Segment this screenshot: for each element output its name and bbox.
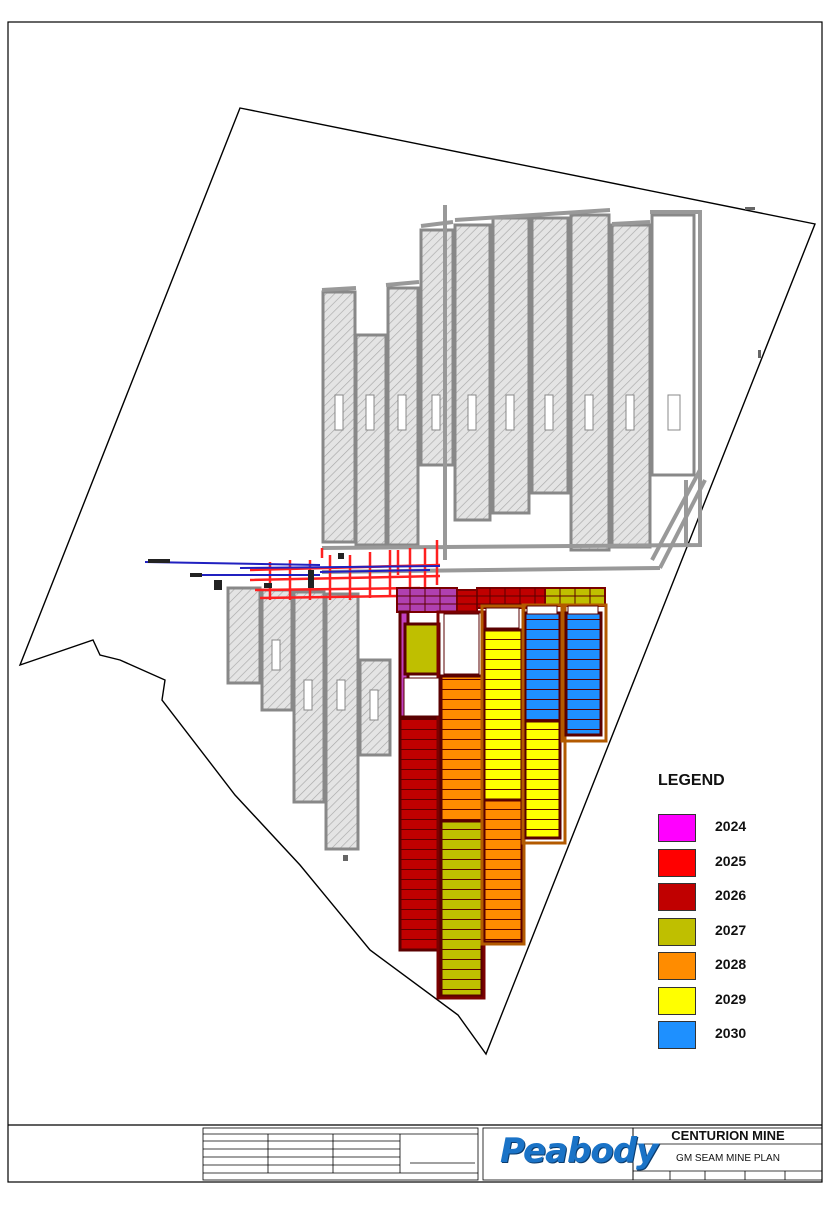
legend-title: LEGEND (658, 772, 725, 789)
panel-gray (491, 216, 531, 515)
legend-item-2024: 2024 (658, 814, 818, 842)
legend-swatch (658, 849, 696, 877)
development-roadways-blue (144, 561, 441, 576)
legend-item-2025: 2025 (658, 849, 818, 877)
panel-gray (354, 333, 388, 547)
legend-swatch (658, 814, 696, 842)
panel-gray (569, 213, 611, 552)
panel-gray (226, 586, 262, 685)
lease-boundary (18, 107, 816, 1056)
legend-label: 2027 (715, 922, 747, 938)
panel-labels (334, 394, 681, 431)
main-headings-gray (321, 205, 707, 574)
legend-item-2027: 2027 (658, 918, 818, 946)
panel-gray (650, 213, 696, 477)
title-box (632, 1127, 823, 1181)
panel-gray (453, 223, 492, 522)
scheduled-panels (398, 603, 608, 1000)
panel-gray (610, 223, 652, 549)
plan-name: GM SEAM MINE PLAN (676, 1153, 780, 1164)
historic-workings-south (226, 586, 392, 851)
historic-workings-north (321, 213, 696, 552)
legend-swatch (658, 883, 696, 911)
infrastructure-markers (148, 553, 344, 590)
legend-item-2028: 2028 (658, 952, 818, 980)
panel-2027 (403, 622, 441, 676)
panel-labels-south (271, 639, 379, 721)
panel-gray (324, 592, 360, 851)
legend-label: 2029 (715, 991, 747, 1007)
drawing-border (7, 21, 823, 1183)
legend-label: 2028 (715, 956, 747, 972)
peabody-logo: Peabody (500, 1131, 658, 1171)
mine-name: CENTURION MINE (671, 1128, 785, 1143)
panel-blank-cells (403, 605, 599, 717)
boundary-annotations (343, 207, 761, 861)
legend-item-2029: 2029 (658, 987, 818, 1015)
legend-label: 2025 (715, 853, 747, 869)
panel-gray (530, 216, 570, 495)
legend-item-2026: 2026 (658, 883, 818, 911)
legend-label: 2024 (715, 818, 747, 834)
legend-swatch (658, 1021, 696, 1049)
legend-swatch (658, 952, 696, 980)
legend-swatch (658, 918, 696, 946)
authorisation-table (202, 1127, 479, 1181)
legend-label: 2030 (715, 1025, 747, 1041)
legend-label: 2026 (715, 887, 747, 903)
legend-swatch (658, 987, 696, 1015)
legend-item-2030: 2030 (658, 1021, 818, 1049)
